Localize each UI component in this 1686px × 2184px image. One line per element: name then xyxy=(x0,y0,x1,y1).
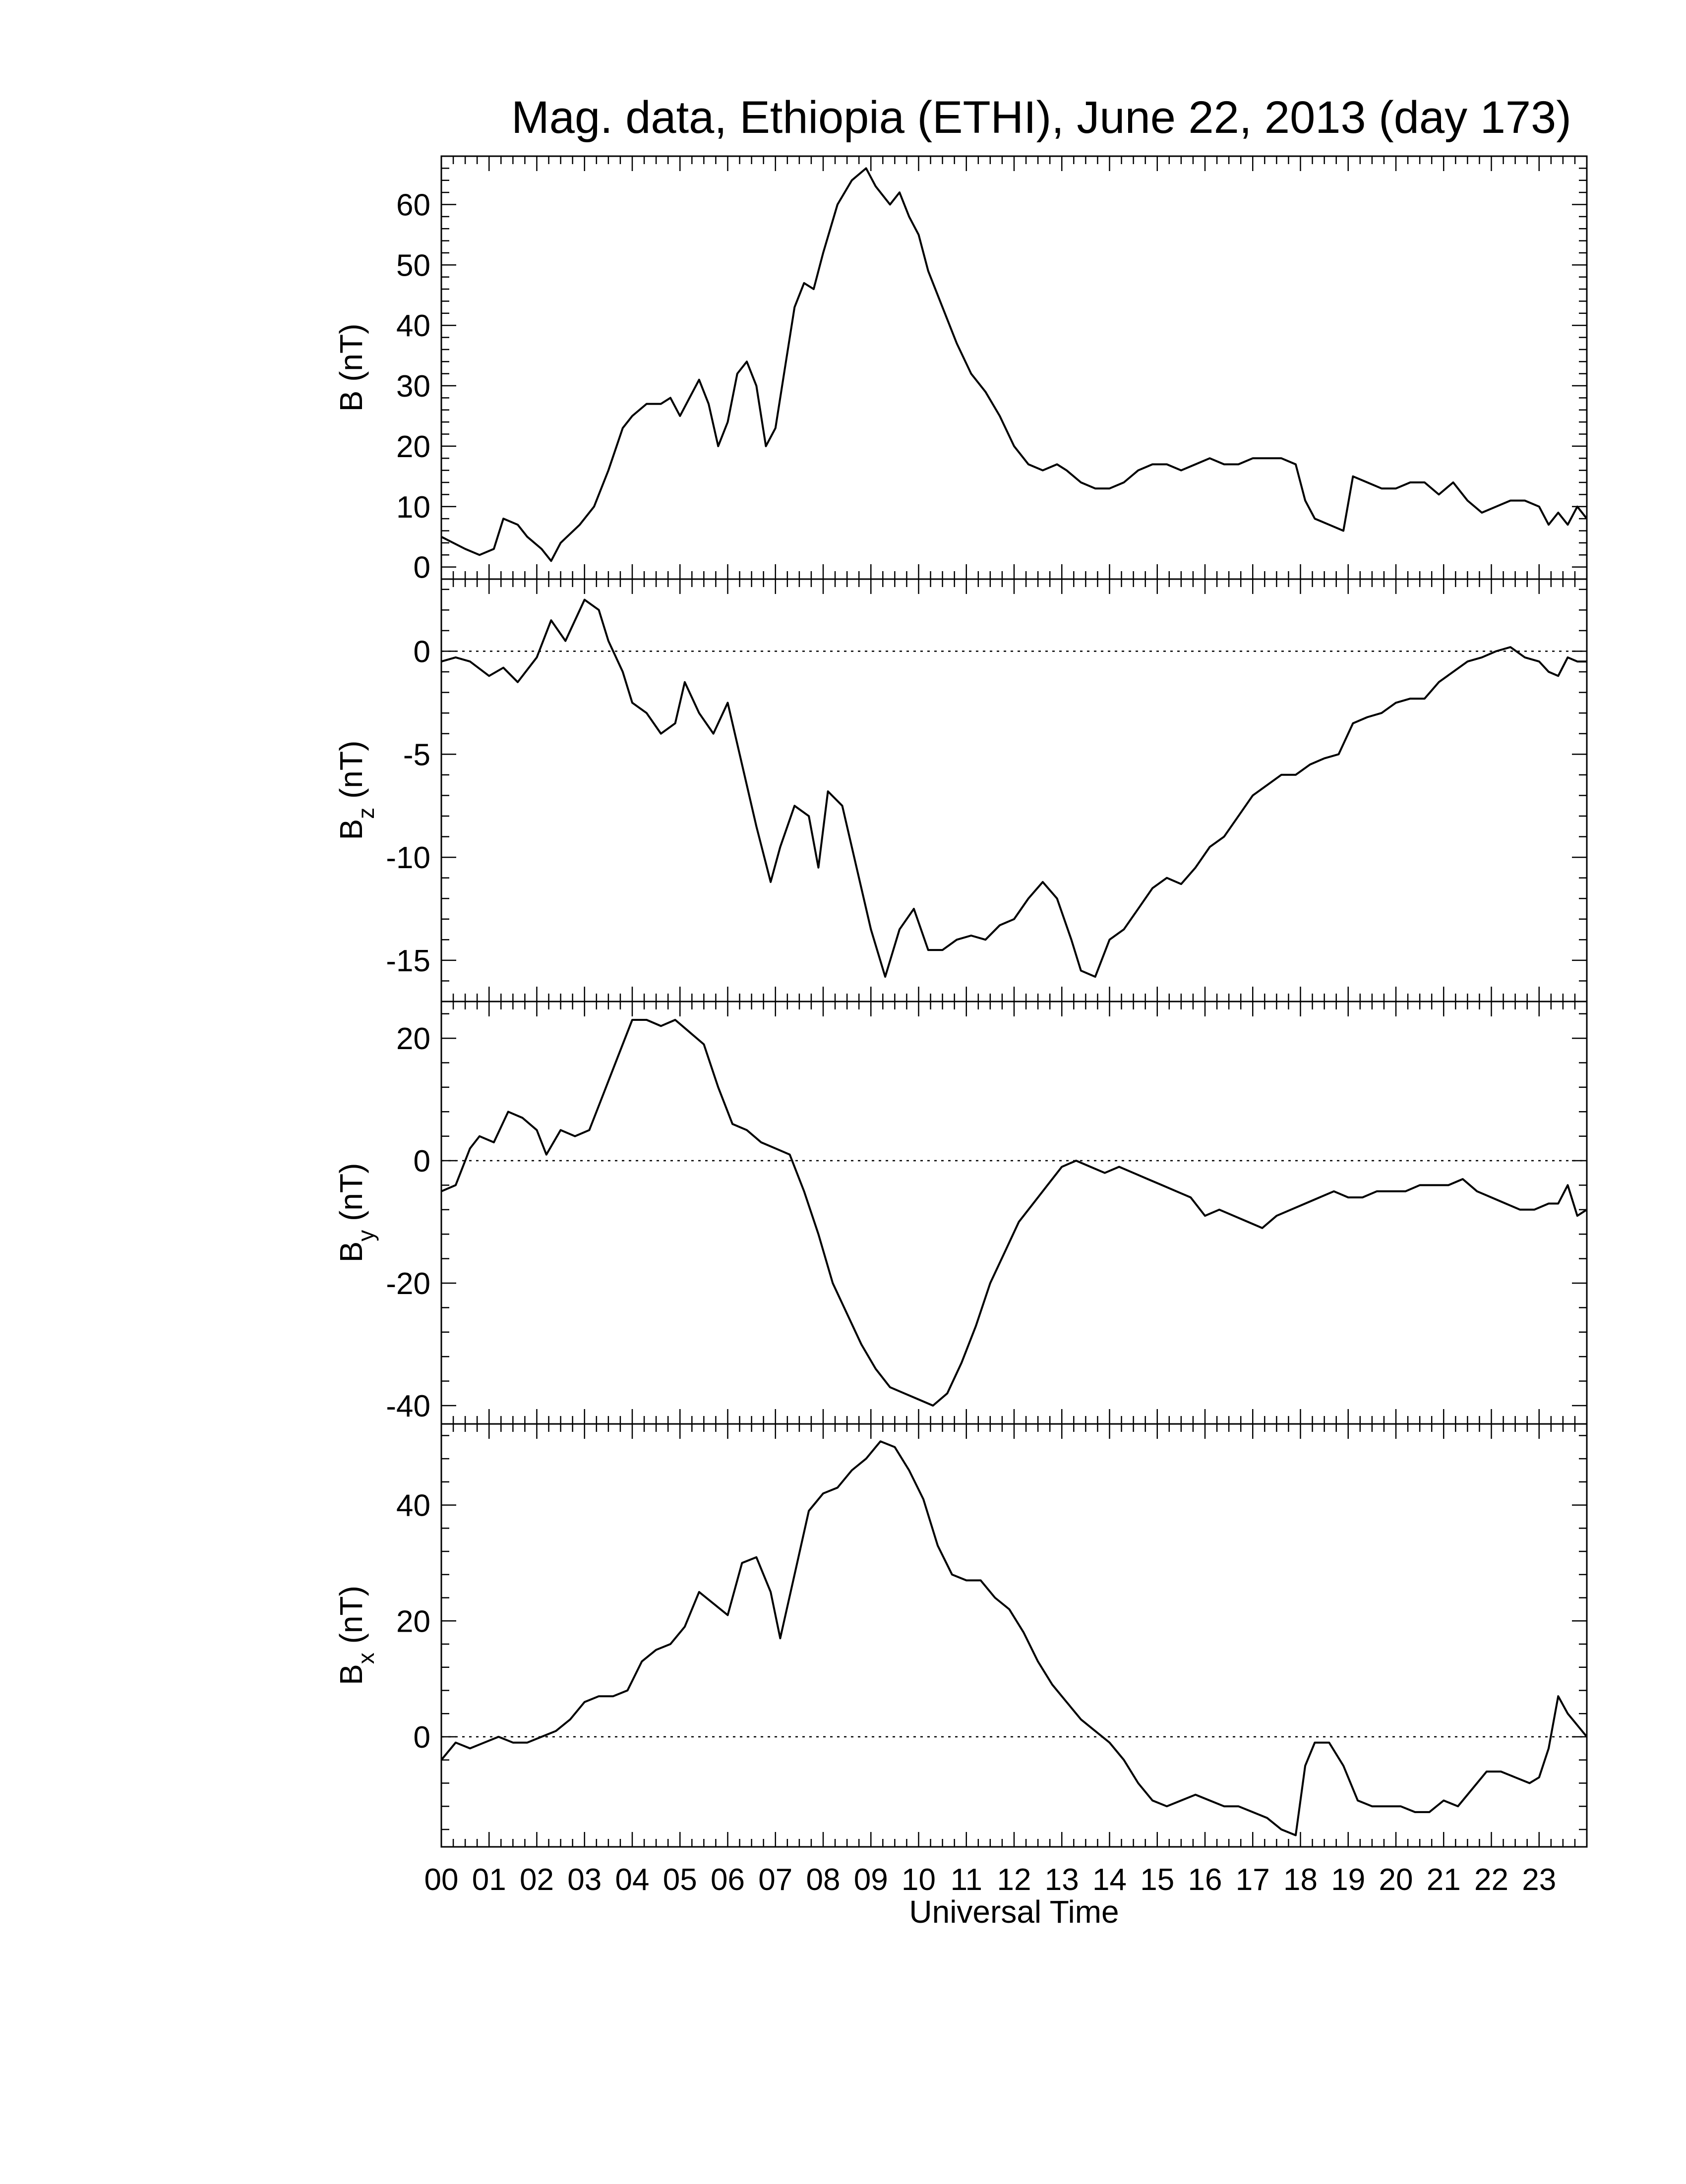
x-tick-label: 15 xyxy=(1140,1863,1174,1897)
chart-title: Mag. data, Ethiopia (ETHI), June 22, 201… xyxy=(511,92,1571,143)
y-tick-label: 40 xyxy=(396,309,430,343)
x-tick-label: 17 xyxy=(1236,1863,1270,1897)
panel-frame xyxy=(440,1423,1588,1848)
y-tick-label: 20 xyxy=(396,1604,430,1639)
panel-B: 0 10 20 30 40 50 60 B (nT) xyxy=(333,155,1588,585)
panel-Bz: 0 -5 -10 -15 Bz (nT) xyxy=(333,578,1588,1003)
x-tick-label: 14 xyxy=(1092,1863,1127,1897)
y-tick-label: 0 xyxy=(414,551,430,585)
x-tick-label: 09 xyxy=(854,1863,888,1897)
panel-frame xyxy=(440,578,1588,1003)
y-tick-label: 50 xyxy=(396,248,430,283)
x-tick-label: 06 xyxy=(711,1863,745,1897)
x-tick-label: 03 xyxy=(567,1863,602,1897)
y-tick-label: 30 xyxy=(396,369,430,404)
x-tick-labels: 00 01 02 03 04 05 06 07 08 09 10 11 12 13 14 15 16 17 18 19… xyxy=(424,1863,1557,1897)
panel-frame xyxy=(440,1001,1588,1425)
y-axis-label: B (nT) xyxy=(333,324,369,412)
x-tick-label: 11 xyxy=(951,1863,982,1897)
x-tick-label: 05 xyxy=(663,1863,697,1897)
y-tick-label: -20 xyxy=(386,1267,430,1301)
panel-By: 20 0 -20 -40 By (nT) xyxy=(333,1001,1588,1425)
x-tick-label: 04 xyxy=(615,1863,650,1897)
y-tick-label: 0 xyxy=(414,1144,430,1179)
series-line-Bx xyxy=(440,1440,1588,1836)
y-tick-label: -15 xyxy=(386,944,430,978)
y-tick-label: -10 xyxy=(386,841,430,875)
y-tick-label: -5 xyxy=(403,738,430,772)
y-tick-label: -40 xyxy=(386,1389,430,1423)
series-line-B xyxy=(441,167,1588,562)
x-tick-label: 01 xyxy=(472,1863,506,1897)
x-tick-label: 20 xyxy=(1379,1863,1413,1897)
y-tick-label: 10 xyxy=(396,490,430,525)
x-tick-label: 00 xyxy=(424,1863,459,1897)
chart-panels: 0 10 20 30 40 50 60 B (nT) 0 -5 -10 -15 Bz (nT) 20 0 -2… xyxy=(333,155,1588,1848)
y-tick-label: 60 xyxy=(396,188,430,222)
y-tick-label: 20 xyxy=(396,430,430,464)
y-axis-label: Bx (nT) xyxy=(333,1586,379,1685)
x-tick-label: 02 xyxy=(520,1863,554,1897)
panel-frame xyxy=(440,155,1588,580)
x-tick-label: 07 xyxy=(758,1863,792,1897)
y-tick-label: 0 xyxy=(414,635,430,669)
x-tick-label: 23 xyxy=(1522,1863,1556,1897)
y-tick-label: 20 xyxy=(396,1022,430,1056)
x-tick-label: 08 xyxy=(806,1863,841,1897)
x-tick-label: 12 xyxy=(997,1863,1031,1897)
x-tick-label: 16 xyxy=(1188,1863,1222,1897)
series-line-By xyxy=(441,1019,1588,1407)
x-tick-label: 19 xyxy=(1331,1863,1365,1897)
x-tick-label: 22 xyxy=(1474,1863,1508,1897)
y-tick-label: 40 xyxy=(396,1489,430,1523)
y-tick-label: 0 xyxy=(414,1720,430,1755)
x-tick-label: 10 xyxy=(902,1863,936,1897)
x-tick-label: 18 xyxy=(1283,1863,1318,1897)
y-axis-label: Bz (nT) xyxy=(333,741,379,840)
x-tick-label: 13 xyxy=(1045,1863,1079,1897)
x-axis-label: Universal Time xyxy=(909,1894,1119,1930)
series-line-Bz xyxy=(441,598,1587,978)
y-axis-label: By (nT) xyxy=(333,1163,379,1263)
panel-Bx: 40 20 0 Bx (nT) xyxy=(333,1423,1588,1848)
x-tick-label: 21 xyxy=(1427,1863,1461,1897)
